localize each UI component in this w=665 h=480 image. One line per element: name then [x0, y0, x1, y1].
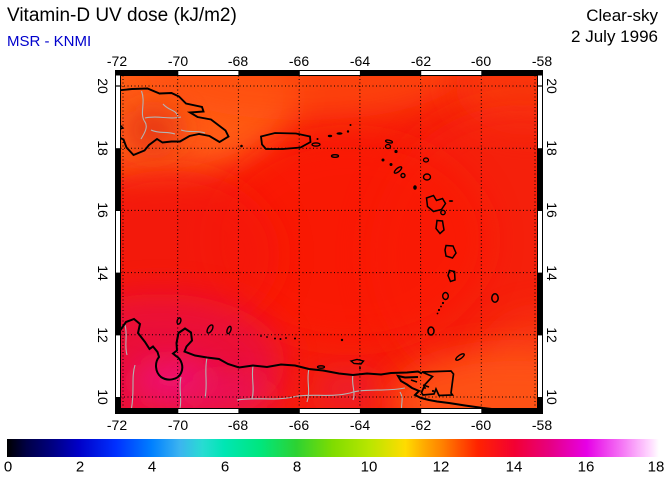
lat-tick-label: 14: [95, 265, 111, 281]
colorbar-tick-label: 18: [647, 458, 665, 476]
lat-tick-label: 20: [95, 78, 111, 94]
sky-condition-label: Clear-sky: [586, 6, 658, 25]
grid-lines: [120, 75, 538, 409]
lat-tick-label: 20: [544, 78, 560, 94]
lon-tick-label: -70: [167, 417, 189, 433]
country-borders: [124, 90, 406, 409]
date-label: 2 July 1996: [571, 27, 658, 46]
coastlines: [120, 87, 499, 409]
lon-tick-label: -58: [531, 417, 553, 433]
colorbar-tick-label: 16: [577, 458, 595, 476]
colorbar-tick-label: 12: [432, 458, 450, 476]
colorbar-tick-label: 6: [220, 458, 230, 476]
lat-tick-label: 18: [95, 140, 111, 156]
lat-tick-label: 10: [544, 389, 560, 405]
lat-tick-label: 12: [544, 327, 560, 343]
lon-tick-label: -62: [410, 417, 432, 433]
lat-tick-label: 16: [95, 202, 111, 218]
lat-tick-label: 12: [95, 327, 111, 343]
colorbar-tick-label: 4: [147, 458, 157, 476]
lon-tick-label: -60: [470, 417, 492, 433]
lon-tick-label: -66: [288, 53, 310, 69]
lon-tick-label: -68: [227, 417, 249, 433]
page-title: Vitamin-D UV dose (kJ/m2): [7, 5, 237, 26]
lon-tick-label: -64: [349, 53, 371, 69]
colorbar-tick-label: 2: [75, 458, 85, 476]
data-source-label: MSR - KNMI: [7, 33, 92, 50]
lon-tick-label: -64: [349, 417, 371, 433]
lat-tick-label: 14: [544, 265, 560, 281]
lat-tick-label: 10: [95, 389, 111, 405]
lon-tick-label: -68: [227, 53, 249, 69]
lon-tick-label: -66: [288, 417, 310, 433]
colorbar-gradient: [7, 439, 659, 457]
lon-tick-label: -72: [106, 53, 128, 69]
lon-tick-label: -60: [470, 53, 492, 69]
colorbar-tick-label: 14: [505, 458, 523, 476]
colorbar-tick-label: 10: [360, 458, 378, 476]
colorbar-tick-label: 8: [292, 458, 302, 476]
lat-tick-label: 18: [544, 140, 560, 156]
colorbar-tick-label: 0: [3, 458, 13, 476]
lon-tick-label: -70: [167, 53, 189, 69]
uv-field: [120, 75, 538, 409]
lon-tick-label: -62: [410, 53, 432, 69]
lon-tick-label: -72: [106, 417, 128, 433]
map-plot: [115, 70, 543, 414]
lon-tick-label: -58: [531, 53, 553, 69]
map-frame: [115, 70, 543, 414]
lat-tick-label: 16: [544, 202, 560, 218]
